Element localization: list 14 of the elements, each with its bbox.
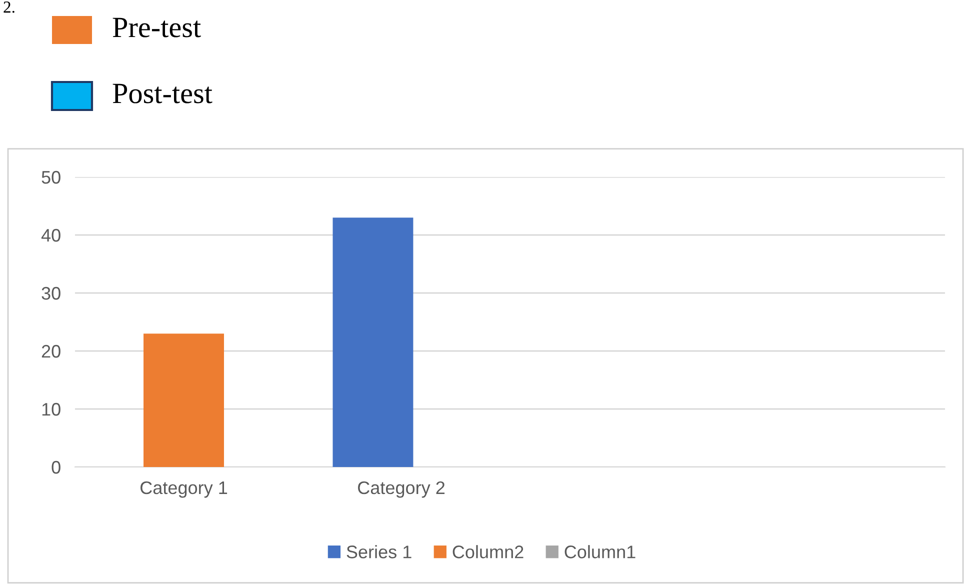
text: Pre-test <box>112 18 201 38</box>
y-tick-label: 10 <box>42 402 60 416</box>
legend-label: Series 1 <box>346 545 412 558</box>
x-tick-label: Category 2 <box>358 481 445 498</box>
y-tick-label: 40 <box>41 228 60 242</box>
y-tick-label: 0 <box>52 460 60 474</box>
legend-label: Column1 <box>564 545 636 558</box>
legend-label: Column2 <box>452 545 524 558</box>
y-tick-label: 50 <box>42 170 60 184</box>
y-tick-label: 30 <box>42 286 60 300</box>
x-tick-label: Category 1 <box>140 481 228 498</box>
text: 2. <box>4 2 14 13</box>
text: Post-test <box>112 84 212 104</box>
y-tick-label: 20 <box>42 344 60 358</box>
